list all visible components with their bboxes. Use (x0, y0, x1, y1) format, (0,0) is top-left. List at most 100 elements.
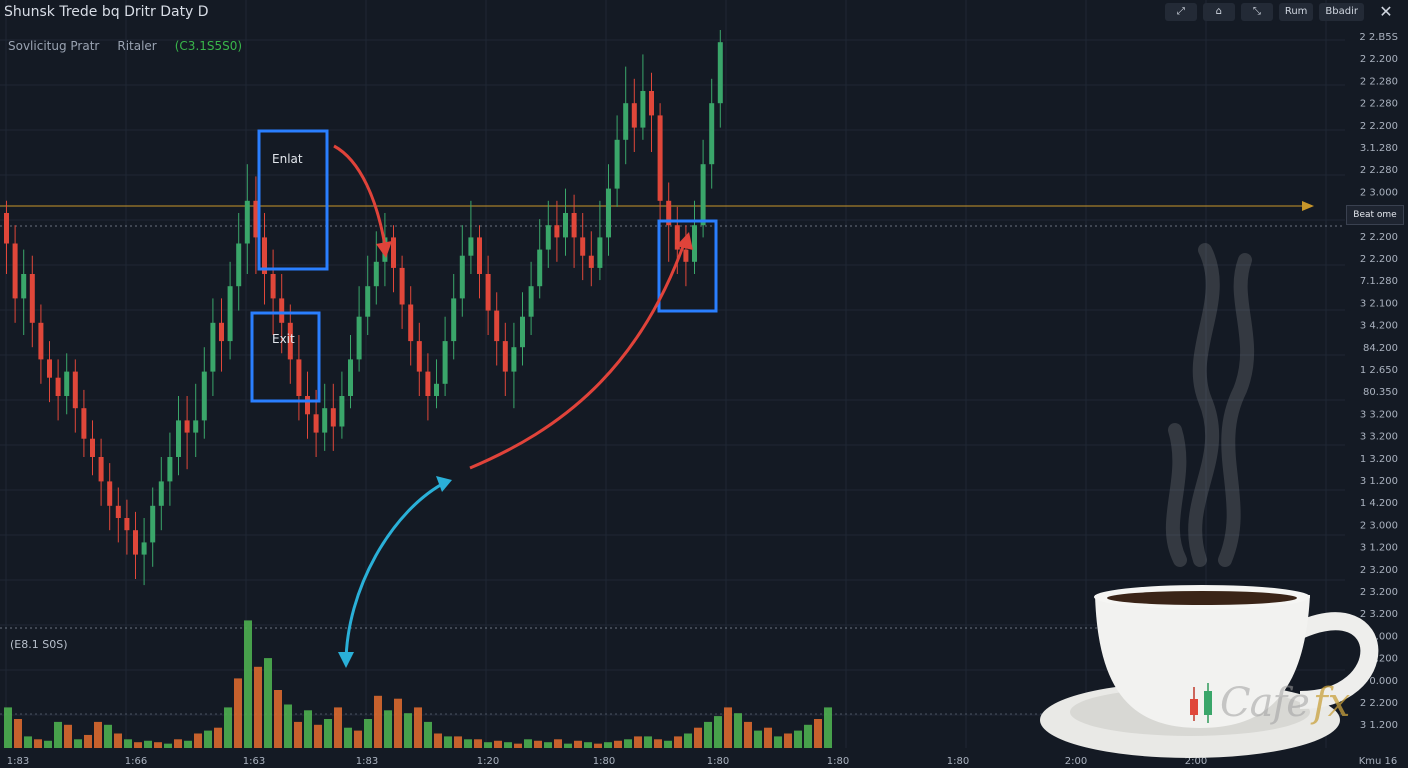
volume-bar (484, 742, 492, 748)
candle-body (90, 438, 95, 457)
volume-bar (584, 742, 592, 748)
volume-bar (214, 727, 222, 748)
volume-bar (254, 666, 262, 748)
volume-bar (264, 658, 272, 748)
candle-body (391, 237, 396, 268)
candle-body (193, 420, 199, 433)
candle-body (262, 237, 267, 274)
volume-bar (574, 740, 582, 748)
candle-body (270, 274, 276, 299)
candle-body (55, 377, 61, 396)
candle-body (416, 341, 422, 372)
toolbar-button-rum[interactable]: Rum (1278, 3, 1314, 21)
candle-body (631, 103, 637, 128)
chart-title: Shunsk Trede bq Dritr Daty D (4, 4, 209, 20)
exit-box-label: Exit (272, 332, 295, 346)
volume-bar (504, 742, 512, 748)
y-tick-label: 3 1.200 (1360, 543, 1398, 554)
candle-body (563, 213, 568, 238)
volume-bar (224, 707, 232, 748)
candle-body (158, 481, 164, 506)
volume-bar (124, 739, 132, 748)
shrink-icon[interactable]: ⤡ (1240, 3, 1273, 21)
logo-accent: fx (1312, 680, 1351, 726)
logo-text: Cafe (1220, 680, 1310, 726)
volume-bar (774, 736, 782, 748)
volume-bar (434, 733, 442, 748)
cup-handle (1296, 612, 1379, 709)
trend-arrowhead-icon (676, 232, 693, 250)
toolbar-button-badir[interactable]: Bbadir (1319, 3, 1364, 21)
y-tick-label: 3 4.200 (1360, 321, 1398, 332)
y-tick-label: 84.200 (1363, 343, 1398, 354)
candle-body (399, 267, 405, 305)
volume-bar (184, 740, 192, 748)
entry-arrow (333, 144, 388, 253)
candle-body (365, 286, 371, 317)
candle-body (124, 518, 130, 531)
x-tick-label: 1:80 (947, 756, 969, 767)
volume-bar (314, 724, 322, 748)
x-tick-label: 1:80 (827, 756, 849, 767)
candle-body (511, 347, 517, 372)
candle-body (4, 213, 9, 244)
y-tick-label: 2 2.280 (1360, 76, 1398, 87)
y-tick-label: 2 2.200 (1360, 121, 1398, 132)
x-tick-label: 2:00 (1185, 756, 1207, 767)
volume-bar (654, 739, 662, 748)
volume-bar (534, 740, 542, 748)
candle-body (133, 530, 138, 555)
legend-interval[interactable]: Ritaler (117, 39, 157, 53)
candle-body (666, 200, 672, 226)
y-tick-label: 2 2.280 (1360, 99, 1398, 110)
y-tick-label: 3 1.200 (1360, 720, 1398, 731)
candle-body (322, 408, 328, 433)
volume-bar (404, 713, 412, 748)
legend-row: Sovlicitug Pratr Ritaler (C3.1S5S0) (8, 39, 242, 53)
volume-bar (824, 707, 832, 748)
candle-body (115, 505, 121, 518)
volume-bar (804, 724, 812, 748)
volume-bar (164, 743, 172, 748)
candle-body (709, 103, 715, 165)
volume-bar (194, 733, 202, 748)
candle-body (219, 322, 224, 342)
volume-bar (554, 739, 562, 748)
volume-bar (564, 743, 572, 748)
volume-bar (674, 736, 682, 748)
candle-body (502, 341, 508, 372)
x-tick-label: 2:00 (1065, 756, 1087, 767)
volume-bar (344, 727, 352, 748)
volume-bar (784, 733, 792, 748)
y-tick-label: 2 2.280 (1360, 165, 1398, 176)
y-tick-label: 2 2.200 (1360, 232, 1398, 243)
volume-bar (354, 730, 362, 748)
candle-body (571, 213, 577, 238)
volume-bar (524, 739, 532, 748)
candle-body (606, 188, 611, 238)
y-tick-label: 3 3.200 (1360, 432, 1398, 443)
volume-bar (384, 710, 392, 748)
legend-symbol[interactable]: Sovlicitug Pratr (8, 39, 100, 53)
volume-bar (84, 734, 92, 748)
y-tick-label: 2 3.000 (1360, 520, 1398, 531)
volume-bar (334, 707, 342, 748)
candle-body (227, 286, 233, 342)
candle-logo-icon (1190, 683, 1212, 723)
volume-bar (664, 740, 672, 748)
volume-bar (594, 743, 602, 748)
y-tick-label: 3.1.280 (1360, 143, 1398, 154)
coffee-surface (1107, 591, 1297, 605)
candle-body (477, 237, 482, 274)
y-tick-label: 3 1.200 (1360, 476, 1398, 487)
candle-body (339, 396, 345, 427)
home-icon[interactable]: ⌂ (1202, 3, 1235, 21)
candle-body (657, 115, 663, 201)
close-icon[interactable]: ✕ (1379, 2, 1393, 21)
candle-body (434, 383, 439, 396)
candle-body (692, 225, 697, 262)
candle-body (425, 371, 431, 396)
expand-icon[interactable]: ⤢ (1164, 3, 1197, 21)
candle-body (12, 243, 18, 299)
